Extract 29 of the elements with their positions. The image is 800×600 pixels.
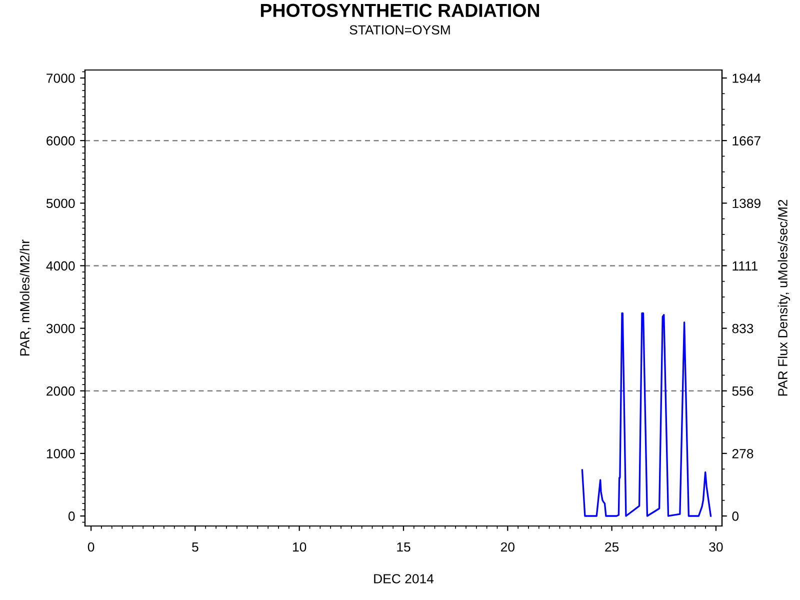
y2-tick-label: 0 <box>732 512 739 521</box>
y-tick-label: 4000 <box>46 261 75 271</box>
x-tick-label: 20 <box>500 542 514 552</box>
y-tick-label: 0 <box>68 512 75 521</box>
y-tick-label: 2000 <box>46 386 75 396</box>
x-tick-label: 5 <box>192 542 198 552</box>
y-tick-label: 3000 <box>46 324 75 334</box>
y2-tick-label: 1667 <box>732 136 760 146</box>
chart-title: PHOTOSYNTHETIC RADIATION <box>260 4 540 18</box>
x-tick-label: 10 <box>293 542 306 552</box>
y2-tick-label: 833 <box>732 324 754 334</box>
x-tick-label: 30 <box>709 542 723 552</box>
y2-tick-label: 1111 <box>732 261 758 270</box>
x-tick-label: 0 <box>88 542 94 552</box>
y-tick-label: 5000 <box>46 198 75 208</box>
y2-tick-label: 556 <box>732 386 754 396</box>
chart-subtitle: STATION=OYSM <box>350 25 450 35</box>
x-tick-label: 25 <box>605 542 619 552</box>
x-tick-label: 15 <box>397 542 410 552</box>
y-tick-label: 6000 <box>46 136 75 146</box>
line-series <box>581 312 712 517</box>
y2-tick-label: 1944 <box>732 74 761 83</box>
y2-axis-title: PAR Flux Density, uMoles/sec/M2 <box>778 200 790 396</box>
y-axis-title: PAR, mMoles/M2/hr <box>20 240 31 356</box>
y-tick-label: 1000 <box>46 448 75 458</box>
y-tick-label: 7000 <box>46 74 75 83</box>
x-axis-title: DEC 2014 <box>374 574 434 584</box>
y2-tick-label: 1389 <box>732 198 760 208</box>
y2-tick-label: 278 <box>732 448 754 458</box>
